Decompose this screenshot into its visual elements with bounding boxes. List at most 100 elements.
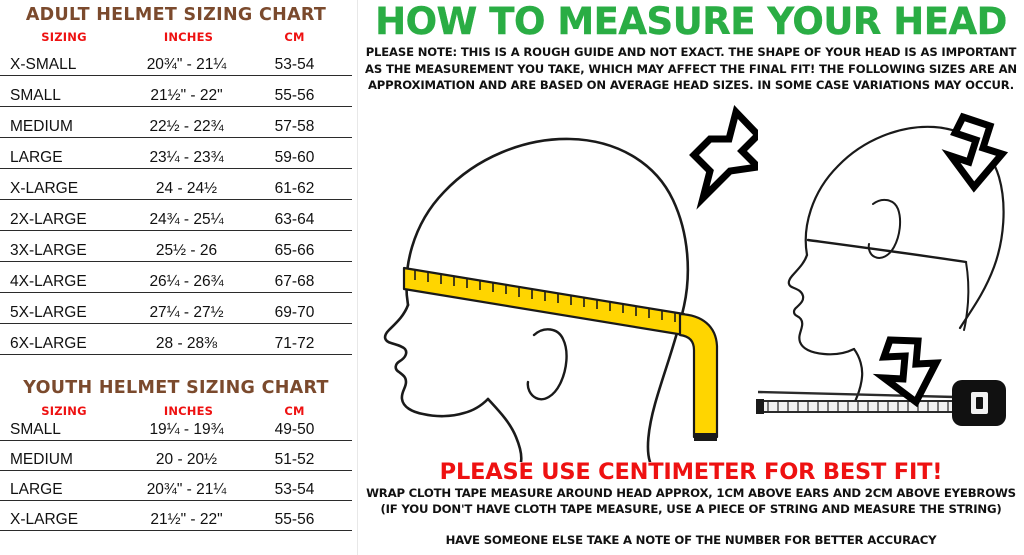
how-to-measure-column: HOW TO MEASURE YOUR HEAD PLEASE NOTE: TH… bbox=[358, 0, 1024, 555]
table-row: 3X-LARGE 25½ - 26 65-66 bbox=[0, 230, 352, 262]
tape-end-clip bbox=[694, 433, 717, 441]
table-row: LARGE 23¼ - 23¾ 59-60 bbox=[0, 137, 352, 169]
head-with-tape-measure-illustration bbox=[383, 105, 758, 462]
head-outline-and-tape-tool-illustration bbox=[756, 112, 1009, 426]
table-row: X-LARGE 21½" - 22" 55-56 bbox=[0, 500, 352, 531]
cell-inches: 21½" - 22" bbox=[126, 75, 251, 107]
youth-col-cm: CM bbox=[284, 404, 305, 418]
cell-inches: 20¾" - 21¼ bbox=[126, 470, 251, 501]
arrow-down-left-diagram bbox=[689, 105, 758, 210]
tape-tick-marks bbox=[414, 270, 676, 322]
cell-cm: 71-72 bbox=[251, 323, 352, 355]
adult-col-cm: CM bbox=[284, 30, 305, 44]
measuring-line-drop bbox=[963, 261, 970, 331]
adult-col-inches: INCHES bbox=[163, 30, 214, 44]
cell-inches: 20¾" - 21¼ bbox=[126, 45, 251, 76]
cell-inches: 26¼ - 26¾ bbox=[126, 261, 251, 293]
measuring-line-around-head bbox=[806, 238, 968, 264]
arrow-down-right-tape bbox=[872, 336, 942, 408]
cell-cm: 63-64 bbox=[251, 199, 352, 231]
cell-sizing: LARGE bbox=[0, 137, 126, 169]
cell-cm: 53-54 bbox=[251, 470, 352, 501]
adult-table-header-row: SIZING INCHES CM bbox=[0, 30, 352, 45]
tape-measure-tail bbox=[678, 312, 719, 439]
cell-sizing: 2X-LARGE bbox=[0, 199, 126, 231]
cell-inches: 27¼ - 27½ bbox=[126, 292, 251, 324]
youth-col-sizing: SIZING bbox=[41, 404, 87, 418]
youth-table-header-row: SIZING INCHES CM bbox=[0, 404, 352, 419]
table-row: X-LARGE 24 - 24½ 61-62 bbox=[0, 168, 352, 200]
cell-inches: 24¾ - 25¼ bbox=[126, 199, 251, 231]
youth-chart-title: YOUTH HELMET SIZING CHART bbox=[23, 378, 329, 398]
cell-inches: 22½ - 22¾ bbox=[126, 106, 251, 138]
cell-sizing: 5X-LARGE bbox=[0, 292, 126, 324]
cell-sizing: LARGE bbox=[0, 470, 126, 501]
instruction-line-1: WRAP CLOTH TAPE MEASURE AROUND HEAD APPR… bbox=[366, 486, 1016, 500]
cell-sizing: X-LARGE bbox=[0, 168, 126, 200]
cell-inches: 24 - 24½ bbox=[126, 168, 251, 200]
accuracy-note: HAVE SOMEONE ELSE TAKE A NOTE OF THE NUM… bbox=[445, 532, 937, 547]
cell-cm: 49-50 bbox=[251, 419, 352, 441]
table-row: 2X-LARGE 24¾ - 25¼ 63-64 bbox=[0, 199, 352, 231]
ear-outline bbox=[526, 328, 568, 401]
table-row: SMALL 21½" - 22" 55-56 bbox=[0, 75, 352, 107]
tape-measure-tool bbox=[756, 380, 1006, 426]
adult-col-sizing: SIZING bbox=[41, 30, 87, 44]
best-fit-callout: PLEASE USE CENTIMETER FOR BEST FIT! bbox=[439, 459, 943, 485]
cell-cm: 55-56 bbox=[251, 75, 352, 107]
sizing-charts-column: ADULT HELMET SIZING CHART SIZING INCHES … bbox=[0, 0, 352, 555]
cell-sizing: X-LARGE bbox=[0, 500, 126, 531]
cell-sizing: X-SMALL bbox=[0, 45, 126, 76]
youth-sizing-table: SIZING INCHES CM SMALL 19¼ - 19¾ 49-50 M… bbox=[0, 404, 352, 531]
cell-sizing: 6X-LARGE bbox=[0, 323, 126, 355]
cell-sizing: SMALL bbox=[0, 75, 126, 107]
cell-cm: 67-68 bbox=[251, 261, 352, 293]
bottom-instructions: PLEASE USE CENTIMETER FOR BEST FIT! WRAP… bbox=[364, 460, 1018, 547]
cell-cm: 69-70 bbox=[251, 292, 352, 324]
cell-cm: 61-62 bbox=[251, 168, 352, 200]
adult-sizing-table: SIZING INCHES CM X-SMALL 20¾" - 21¼ 53-5… bbox=[0, 30, 352, 355]
table-row: 6X-LARGE 28 - 28⅜ 71-72 bbox=[0, 323, 352, 355]
arrow-down-right-head bbox=[941, 112, 1009, 193]
instruction-line-2: (IF YOU DON'T HAVE CLOTH TAPE MEASURE, U… bbox=[380, 502, 1002, 517]
cell-inches: 25½ - 26 bbox=[126, 230, 251, 262]
column-divider bbox=[357, 0, 358, 555]
cell-inches: 19¼ - 19¾ bbox=[126, 419, 251, 441]
cell-inches: 21½" - 22" bbox=[126, 500, 251, 531]
table-row: 5X-LARGE 27¼ - 27½ 69-70 bbox=[0, 292, 352, 324]
cell-inches: 23¼ - 23¾ bbox=[126, 137, 251, 169]
note-line-3: APPROXIMATION AND ARE BASED ON AVERAGE H… bbox=[367, 78, 1015, 93]
tape-blade-ticks bbox=[767, 401, 949, 412]
please-note-text: PLEASE NOTE: THIS IS A ROUGH GUIDE AND N… bbox=[364, 44, 1018, 94]
tape-hook bbox=[756, 399, 764, 414]
head-profile-outline bbox=[383, 137, 690, 462]
table-row: MEDIUM 22½ - 22¾ 57-58 bbox=[0, 106, 352, 138]
cell-cm: 55-56 bbox=[251, 500, 352, 531]
cell-inches: 28 - 28⅜ bbox=[126, 323, 251, 355]
note-line-1: PLEASE NOTE: THIS IS A ROUGH GUIDE AND N… bbox=[365, 45, 1017, 59]
cell-inches: 20 - 20½ bbox=[126, 440, 251, 471]
table-row: X-SMALL 20¾" - 21¼ 53-54 bbox=[0, 45, 352, 76]
ear-outline-2 bbox=[867, 198, 902, 259]
table-row: 4X-LARGE 26¼ - 26¾ 67-68 bbox=[0, 261, 352, 293]
adult-chart-title: ADULT HELMET SIZING CHART bbox=[25, 5, 327, 25]
cell-sizing: MEDIUM bbox=[0, 106, 126, 138]
cell-sizing: 3X-LARGE bbox=[0, 230, 126, 262]
table-row: LARGE 20¾" - 21¼ 53-54 bbox=[0, 470, 352, 501]
cell-cm: 65-66 bbox=[251, 230, 352, 262]
cell-sizing: SMALL bbox=[0, 419, 126, 441]
diagram-area bbox=[358, 92, 1024, 462]
tape-case-window-slot bbox=[976, 397, 983, 409]
youth-col-inches: INCHES bbox=[163, 404, 214, 418]
cell-cm: 59-60 bbox=[251, 137, 352, 169]
cell-sizing: 4X-LARGE bbox=[0, 261, 126, 293]
tape-measure-band bbox=[402, 266, 719, 441]
cell-cm: 51-52 bbox=[251, 440, 352, 471]
cell-sizing: MEDIUM bbox=[0, 440, 126, 471]
note-line-2: AS THE MEASUREMENT YOU TAKE, WHICH MAY A… bbox=[365, 61, 1017, 76]
table-row: SMALL 19¼ - 19¾ 49-50 bbox=[0, 419, 352, 441]
cell-cm: 53-54 bbox=[251, 45, 352, 76]
page-title: HOW TO MEASURE YOUR HEAD bbox=[375, 0, 1008, 43]
cell-cm: 57-58 bbox=[251, 106, 352, 138]
